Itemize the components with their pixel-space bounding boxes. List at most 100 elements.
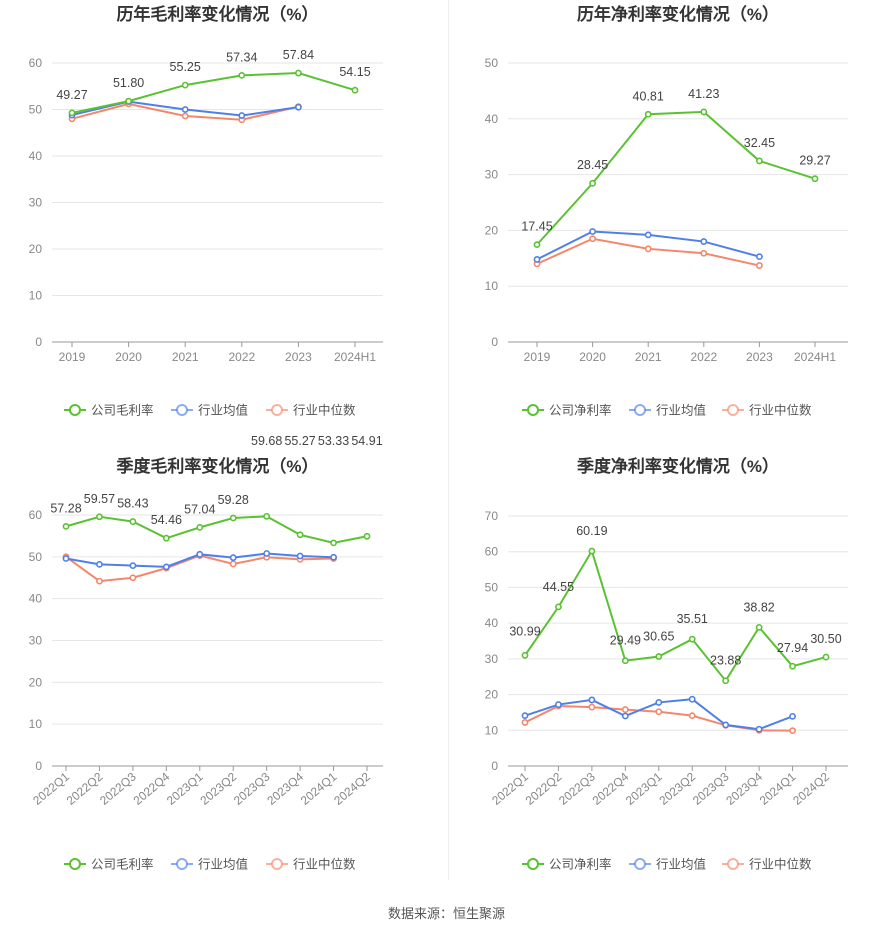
legend-swatch-marker [69,404,81,416]
data-point [229,554,237,562]
x-tick-label: 2024Q2 [790,769,832,807]
x-tick-label: 2022Q3 [556,769,598,807]
legend-swatch-marker [634,404,646,416]
x-tick-label: 2024Q2 [331,769,373,807]
data-point [621,657,629,665]
data-label: 49.27 [56,88,87,102]
data-point [294,69,302,77]
data-point [238,71,246,79]
chart-svg: 历年净利率变化情况（%） 0 10 20 30 40 50 2019 2020 2021 2022 2… [485,4,848,418]
data-label: 28.45 [577,158,608,172]
y-tick-label: 60 [29,508,43,522]
data-point [755,623,763,631]
data-label: 17.45 [521,220,552,234]
data-point [755,725,763,733]
data-point [125,97,133,105]
y-tick-label: 30 [29,196,43,210]
data-point [755,157,763,165]
data-point [789,662,796,670]
data-point [655,699,663,706]
data-label: 60.19 [576,524,607,538]
x-tick-label: 2022Q1 [30,769,72,807]
legend-swatch-marker [527,858,539,870]
x-tick-label: 2019 [524,350,551,364]
x-tick-label: 2023Q4 [264,769,306,807]
y-tick-label: 0 [491,335,498,349]
data-point [521,719,529,726]
y-tick-label: 70 [485,509,499,523]
data-point [296,531,304,539]
chart-title: 历年净利率变化情况（%） [577,4,779,24]
y-tick-label: 50 [29,103,43,117]
data-point [263,550,271,557]
data-point [555,603,562,611]
data-point [688,712,696,720]
series-line [71,72,356,114]
y-tick-label: 0 [35,335,42,349]
data-point [588,696,596,704]
y-tick-label: 50 [485,56,499,70]
legend-label: 公司毛利率 [91,403,154,418]
data-point [181,112,189,120]
y-tick-label: 60 [485,545,499,559]
data-point [62,522,70,530]
data-point [196,523,204,531]
x-tick-label: 2022Q2 [64,769,106,807]
legend-swatch-marker [634,858,646,870]
x-tick-label: 2020 [579,350,606,364]
data-label: 29.49 [610,634,641,648]
data-point [655,653,663,660]
x-tick-label: 2020 [115,350,142,364]
data-label: 54.91 [351,434,382,448]
legend-label: 公司毛利率 [91,857,154,872]
data-point [655,708,663,716]
legend-swatch-marker [727,404,739,416]
chart-svg: 历年毛利率变化情况（%） 0 10 20 30 40 50 60 2019 2020 2021 202… [29,4,383,418]
data-point [588,703,596,711]
x-tick-label: 2021 [172,350,199,364]
y-tick-label: 30 [485,168,499,182]
data-point [521,651,529,659]
x-tick-label: 2022 [228,350,255,364]
data-point [621,706,629,713]
data-point [688,695,696,703]
chart-svg: 季度毛利率变化情况（%）01020304050602022Q12022Q2202… [29,434,383,872]
data-point [330,553,337,561]
data-label: 58.43 [117,497,148,511]
chart-annual-net-margin: 历年净利率变化情况（%） 0 10 20 30 40 50 2019 2020 2021 2022 2… [448,0,893,440]
x-tick-label: 2023Q2 [656,769,698,807]
y-tick-label: 60 [29,56,43,70]
chart-svg: 季度净利率变化情况（%）0102030405060702022Q12022Q22… [485,456,848,872]
data-point [700,108,708,116]
data-label: 38.82 [743,600,774,614]
y-tick-label: 50 [29,550,43,564]
data-point [811,175,819,183]
x-tick-label: 2023Q1 [623,769,665,807]
x-tick-label: 2022Q2 [523,769,565,807]
data-point [229,560,237,568]
y-tick-label: 30 [485,652,499,666]
data-point [589,235,596,243]
legend-label: 行业均值 [198,403,248,418]
data-label: 57.28 [50,501,81,515]
x-tick-label: 2023Q3 [690,769,732,807]
data-label: 41.23 [688,87,719,101]
x-tick-label: 2024H1 [334,350,376,364]
data-point [589,179,596,187]
chart-title: 季度净利率变化情况（%） [577,456,779,476]
data-point [96,513,103,521]
data-point [722,721,730,729]
x-tick-label: 2022Q4 [590,769,632,807]
y-tick-label: 20 [485,223,499,237]
x-tick-label: 2022Q3 [97,769,139,807]
legend-label: 行业中位数 [749,857,812,872]
data-point [700,238,708,245]
data-label: 32.45 [744,136,775,150]
data-label: 40.81 [633,89,664,103]
legend-swatch-marker [271,858,283,870]
y-tick-label: 20 [485,688,499,702]
legend-swatch-marker [271,404,283,416]
data-point [789,727,796,735]
legend-label: 公司净利率 [549,857,612,872]
data-point [129,574,137,582]
